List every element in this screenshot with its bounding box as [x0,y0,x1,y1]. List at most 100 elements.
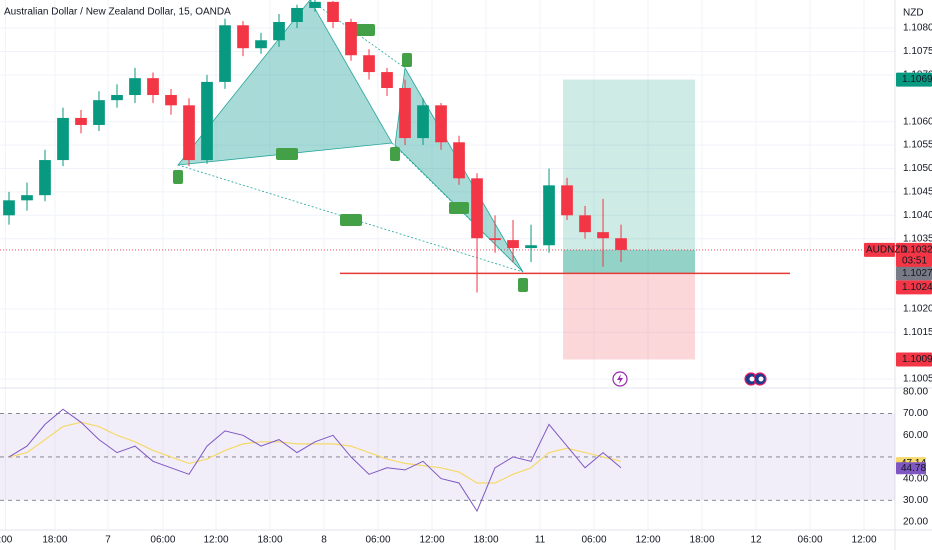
rsi-tick-label: 20.00 [903,517,928,528]
pattern-label [173,170,183,184]
candle-body [345,21,357,56]
candle-body [399,87,411,139]
candle-body [417,105,429,139]
candle-body [273,21,285,41]
position-box [563,79,696,360]
candle-body [525,245,537,249]
target-zone [563,79,696,274]
candle-body [183,105,195,161]
event-icons [612,371,767,387]
y-tick-label: 1.10350 [903,233,932,244]
pattern-label [340,214,362,226]
overlay [0,249,895,275]
price-tag-label: 1.10276 [902,268,932,279]
rsi-tag-label: 44.78 [901,463,926,474]
x-tick-label: 06:00 [150,535,175,546]
candle-body [129,78,141,96]
candle-body [111,95,123,101]
price-tag-label: 1.10690 [902,74,932,85]
eye-pupil [758,376,764,382]
candle-body [291,7,303,22]
candle-body [435,105,447,143]
rsi-pane [0,408,895,513]
pattern-bd [391,142,524,273]
eye-pupil [749,376,755,382]
y-tick-label: 1.10800 [903,23,932,34]
pattern-label [518,278,528,292]
pattern-label [449,202,469,214]
lightning-glyph [617,374,623,384]
grid [0,0,895,530]
candle-body [21,195,33,201]
y-tick-label: 1.10150 [903,327,932,338]
rsi-line [8,421,622,484]
current-zone [563,249,696,274]
candle-body [165,95,177,106]
x-tick-label: 18:00 [257,535,282,546]
x-tick-label: 12:00 [852,535,877,546]
y-tick-label: 1.10200 [903,304,932,315]
x-tick-label: 18:00 [690,535,715,546]
candle-body [237,25,249,49]
candle-body [507,240,519,249]
candle-body [93,100,105,125]
countdown-label: 03:51 [902,256,927,267]
candles [3,0,627,293]
pattern-label [390,147,400,161]
rsi-tag [896,462,926,475]
candle-body [471,178,483,239]
candle-body [579,215,591,233]
price-tag [896,280,932,295]
candle-body [3,200,15,216]
x-tick-label: 12:00 [420,535,445,546]
pattern-label [353,24,375,36]
x-tick-label: 18:00 [42,535,67,546]
pattern-ac [309,0,406,69]
rsi-line [8,408,622,513]
candle-body [147,78,159,96]
x-tick-label: :00 [0,535,13,546]
candle-body [309,1,321,8]
x-tick-label: 12:00 [203,535,228,546]
last-price-label: 1.10326 [902,245,932,256]
candle-body [57,117,69,161]
candle-body [255,40,267,49]
candle-body [615,238,627,250]
candle-body [381,72,393,88]
candle-body [489,238,501,241]
rsi-tick-label: 40.00 [903,473,928,484]
y-tick-label: 1.10550 [903,140,932,151]
price-tag-label: 1.10246 [902,282,932,293]
symbol-tag [864,242,895,257]
candle-body [219,25,231,82]
rsi-tick-label: 30.00 [903,495,928,506]
y-tick-label: 1.10400 [903,210,932,221]
price-tag [896,266,932,281]
candle-body [453,142,465,179]
y-tick-label: 1.10500 [903,163,932,174]
pattern-label [276,148,298,160]
candle-body [75,117,87,125]
rsi-tick-label: 70.00 [903,408,928,419]
candle-body [561,185,573,216]
last-price-tag [896,242,932,267]
x-tick-label: 18:00 [474,535,499,546]
chart-title: Australian Dollar / New Zealand Dollar, … [4,7,231,18]
candle-body [201,81,213,161]
x-tick-label: 12:00 [636,535,661,546]
rsi-tick-label: 80.00 [903,387,928,398]
price-tag [896,352,932,367]
currency-label: NZD [903,8,924,19]
stop-zone [563,273,696,360]
candle-body [327,1,339,22]
x-tick-label: 06:00 [366,535,391,546]
x-tick-label: 8 [321,535,327,546]
pattern-label [402,53,412,67]
x-tick-label: 06:00 [582,535,607,546]
x-tick-label: 06:00 [798,535,823,546]
y-tick-label: 1.10600 [903,116,932,127]
x-tick-label: 12 [750,535,762,546]
price-tag [896,72,932,87]
